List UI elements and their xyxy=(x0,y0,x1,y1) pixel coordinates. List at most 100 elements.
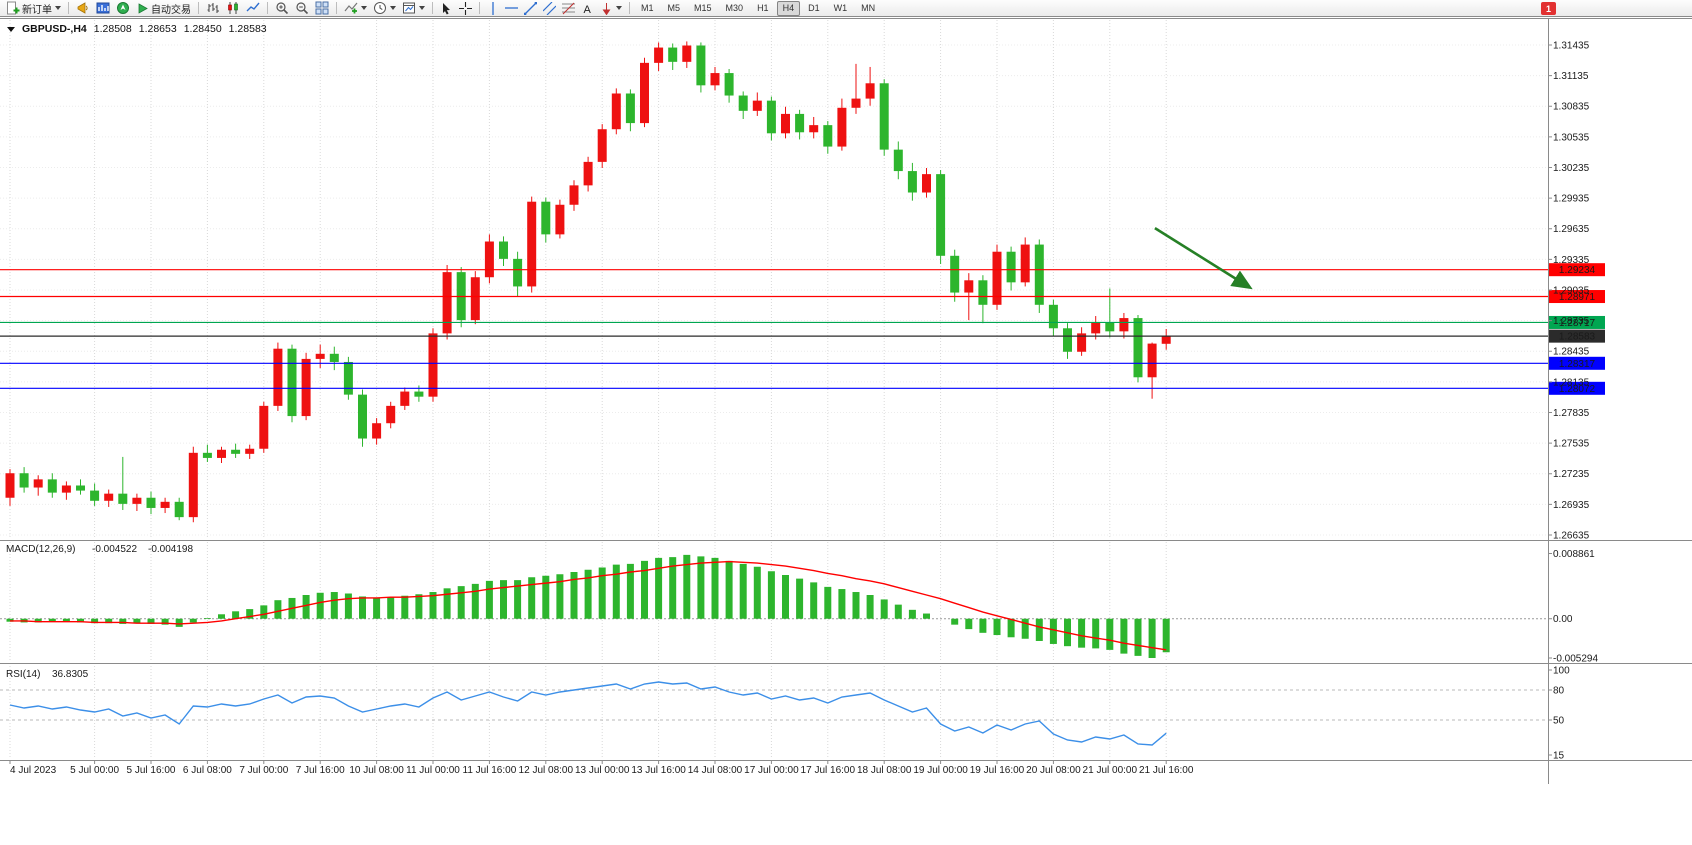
timeframe-m1-button[interactable]: M1 xyxy=(641,2,654,13)
time-axis-label: 5 Jul 00:00 xyxy=(70,765,119,776)
time-axis-label: 13 Jul 16:00 xyxy=(631,765,686,776)
time-axis-label: 5 Jul 16:00 xyxy=(127,765,176,776)
cursor-tool-button[interactable] xyxy=(438,1,455,16)
new-order-icon xyxy=(7,1,20,15)
candle-down xyxy=(47,479,57,493)
navigator-button[interactable] xyxy=(114,1,132,16)
price-badge-label: 1.29234 xyxy=(1559,265,1596,276)
candle-up xyxy=(611,93,621,130)
candle-down xyxy=(19,473,29,488)
candle-down xyxy=(1133,318,1143,378)
candle-up xyxy=(1077,333,1087,352)
candle-up xyxy=(104,493,114,501)
time-axis-label: 21 Jul 00:00 xyxy=(1083,765,1138,776)
arrows-tool-button[interactable] xyxy=(598,1,624,16)
rsi-scale-label: 15 xyxy=(1553,751,1565,762)
trendline-icon xyxy=(524,1,537,15)
price-tick-label: 1.31435 xyxy=(1553,41,1590,52)
price-badge xyxy=(1549,263,1605,277)
candle-up xyxy=(1020,244,1030,283)
timeframe-mn-button[interactable]: MN xyxy=(861,2,876,13)
main-toolbar: 新订单 自动交易 xyxy=(0,0,1692,17)
candle-up xyxy=(259,405,269,449)
panel-borders xyxy=(0,18,1692,784)
time-axis-label: 13 Jul 00:00 xyxy=(575,765,630,776)
timeframe-h4-button[interactable]: H4 xyxy=(776,0,801,16)
time-axis-label: 20 Jul 08:00 xyxy=(1026,765,1081,776)
rsi-line xyxy=(9,681,1167,746)
candle-up xyxy=(61,485,71,493)
timeframe-d1-button[interactable]: D1 xyxy=(808,2,820,13)
candle-down xyxy=(513,258,523,287)
time-axis-label: 11 Jul 16:00 xyxy=(463,765,517,776)
candle-down xyxy=(358,394,367,439)
candle-up xyxy=(1161,336,1171,344)
new-order-button[interactable]: 新订单 xyxy=(4,1,63,16)
candle-up xyxy=(386,405,396,424)
candle-down xyxy=(329,353,339,362)
fibonacci-tool-button[interactable] xyxy=(560,1,577,16)
symbol-caret-icon xyxy=(7,26,15,32)
market-watch-button[interactable] xyxy=(94,1,112,16)
timeframe-h1-button[interactable]: H1 xyxy=(757,2,769,13)
candle-down xyxy=(795,113,805,133)
periods-button[interactable] xyxy=(371,1,398,16)
zoom-out-button[interactable] xyxy=(293,1,311,16)
candle-up xyxy=(33,479,43,488)
timeframe-m5-button[interactable]: M5 xyxy=(667,2,681,13)
time-axis-label: 19 Jul 00:00 xyxy=(913,765,968,776)
candle-down xyxy=(1063,328,1072,352)
channel-tool-button[interactable] xyxy=(541,1,558,16)
toolbar-separator xyxy=(629,2,630,14)
tile-windows-button[interactable] xyxy=(313,1,331,16)
candle-up xyxy=(781,113,790,134)
zoom-in-button[interactable] xyxy=(273,1,291,16)
autotrading-label: 自动交易 xyxy=(151,4,191,16)
arrow-annotation[interactable] xyxy=(1154,227,1253,290)
timeframe-m30-button[interactable]: M30 xyxy=(725,2,744,13)
macd-scale-label: 0.008861 xyxy=(1553,549,1595,560)
horizontal-line-icon xyxy=(505,7,518,9)
candle-down xyxy=(499,241,508,259)
trendline-tool-button[interactable] xyxy=(522,1,539,16)
text-tool-button[interactable]: A xyxy=(579,1,596,16)
crosshair-tool-button[interactable] xyxy=(457,1,474,16)
timeframe-w1-button[interactable]: W1 xyxy=(833,2,848,13)
macd-panel: MACD(12,26,9) -0.004522 -0.004198 0.008861 0… xyxy=(0,544,1598,665)
candle-up xyxy=(527,201,537,287)
time-axis-label: 21 Jul 16:00 xyxy=(1139,765,1194,776)
candle-up xyxy=(132,497,142,504)
candle-up xyxy=(442,272,452,334)
candle-up xyxy=(301,358,311,417)
horizontal-line-objects[interactable] xyxy=(0,269,1548,389)
macd-label: MACD(12,26,9) xyxy=(6,544,75,555)
candle-up xyxy=(315,353,325,359)
bar-chart-mode-button[interactable] xyxy=(204,1,222,16)
timeframe-m15-button[interactable]: M15 xyxy=(694,2,712,13)
candle-up xyxy=(809,125,819,133)
price-tick-label: 1.29935 xyxy=(1553,194,1590,205)
down-right-arrow-object[interactable] xyxy=(1154,227,1253,290)
templates-button[interactable] xyxy=(400,1,427,16)
candle-up xyxy=(640,62,649,124)
candle-up xyxy=(160,501,170,508)
line-chart-mode-button[interactable] xyxy=(244,1,262,16)
horizontal-line-tool-button[interactable] xyxy=(503,1,520,16)
time-axis-label: 7 Jul 16:00 xyxy=(296,765,345,776)
candlestick-mode-button[interactable] xyxy=(224,1,242,16)
candle-down xyxy=(936,174,946,256)
alerts-button[interactable] xyxy=(74,1,92,16)
price-tick-label: 1.28135 xyxy=(1553,377,1590,388)
candle-down xyxy=(287,348,297,417)
indicators-button[interactable] xyxy=(342,1,369,16)
candle-up xyxy=(922,174,931,193)
autotrading-button[interactable]: 自动交易 xyxy=(134,1,193,16)
notification-badge[interactable]: 1 xyxy=(1541,2,1556,15)
vertical-line-tool-button[interactable] xyxy=(485,1,501,16)
toolbar-separator xyxy=(479,2,480,14)
price-tick-label: 1.29335 xyxy=(1553,255,1590,266)
price-tick-label: 1.30835 xyxy=(1553,102,1590,113)
candle-up xyxy=(372,423,382,439)
cursor-icon xyxy=(443,2,450,14)
